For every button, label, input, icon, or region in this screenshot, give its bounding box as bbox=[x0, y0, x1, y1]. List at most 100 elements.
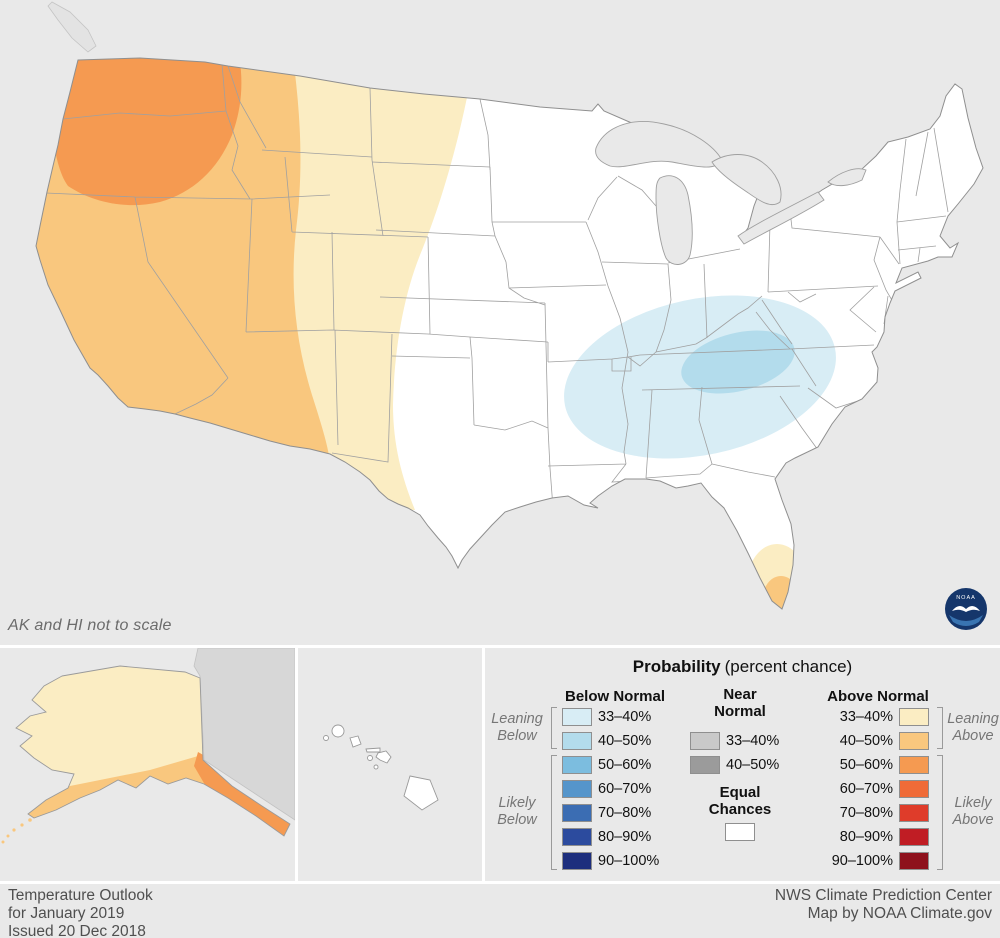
insets-row: Probability (percent chance) Below Normal… bbox=[0, 645, 1000, 881]
swatch-near-33-40 bbox=[690, 731, 720, 750]
range-label: 50–60% bbox=[598, 756, 652, 773]
legend-title: Probability (percent chance) bbox=[485, 657, 1000, 677]
range-label: 40–50% bbox=[598, 732, 652, 749]
aleutian-islands bbox=[1, 818, 32, 844]
lake-erie bbox=[737, 191, 825, 245]
alaska-inset bbox=[0, 647, 296, 881]
range-label: 60–70% bbox=[839, 780, 893, 797]
legend-row-near-33-40: 33–40% bbox=[690, 731, 779, 750]
island-niihau bbox=[323, 735, 329, 741]
great-lakes bbox=[595, 121, 867, 265]
swatch-below-90-100 bbox=[562, 851, 592, 870]
legend-row-below-70-80: 70–80% bbox=[562, 803, 651, 822]
equal-chances-label: Equal Chances bbox=[708, 784, 772, 818]
island-kahoolawe bbox=[373, 764, 379, 770]
footer-credit: NWS Climate Prediction Center Map by NOA… bbox=[775, 887, 992, 923]
hawaii-map bbox=[298, 648, 482, 881]
above-normal-header: Above Normal bbox=[827, 688, 929, 705]
island-hawaii bbox=[403, 775, 439, 811]
state-borders bbox=[45, 63, 949, 509]
vancouver-island bbox=[47, 1, 97, 53]
swatch-above-40-50 bbox=[899, 731, 929, 750]
leaning-below-bracket bbox=[551, 707, 557, 749]
conus-map-area: AK and HI not to scale NOAA bbox=[8, 1, 988, 634]
leaning-above-label: Leaning Above bbox=[947, 711, 999, 744]
region-below-normal-40-50 bbox=[681, 330, 795, 394]
legend-row-above-60-70: 60–70% bbox=[815, 779, 929, 798]
legend-row-below-90-100: 90–100% bbox=[562, 851, 659, 870]
legend-row-above-33-40: 33–40% bbox=[815, 707, 929, 726]
lake-huron bbox=[711, 154, 782, 206]
island-molokai bbox=[365, 747, 381, 753]
swatch-above-33-40 bbox=[899, 707, 929, 726]
hawaii-inset bbox=[298, 648, 482, 881]
swatch-below-80-90 bbox=[562, 827, 592, 846]
swatch-above-80-90 bbox=[899, 827, 929, 846]
likely-above-label: Likely Above bbox=[952, 795, 994, 828]
noaa-logo: NOAA bbox=[944, 587, 988, 631]
alaska-outline bbox=[15, 665, 291, 837]
legend-row-near-40-50: 40–50% bbox=[690, 755, 779, 774]
noaa-logo-text: NOAA bbox=[956, 595, 976, 601]
range-label: 40–50% bbox=[839, 732, 893, 749]
range-label: 33–40% bbox=[839, 708, 893, 725]
legend-row-above-40-50: 40–50% bbox=[815, 731, 929, 750]
footer-title: Temperature Outlook for January 2019 Iss… bbox=[8, 887, 153, 938]
likely-above-bracket bbox=[937, 755, 943, 870]
swatch-below-40-50 bbox=[562, 731, 592, 750]
swatch-above-60-70 bbox=[899, 779, 929, 798]
noaa-logo-icon: NOAA bbox=[945, 588, 987, 630]
island-lanai bbox=[367, 755, 373, 761]
range-label: 40–50% bbox=[726, 756, 780, 773]
range-label: 70–80% bbox=[598, 804, 652, 821]
range-label: 80–90% bbox=[839, 828, 893, 845]
near-normal-header: Near Normal bbox=[714, 686, 766, 720]
range-label: 80–90% bbox=[598, 828, 652, 845]
legend-row-above-70-80: 70–80% bbox=[815, 803, 929, 822]
footer-credit-line1: NWS Climate Prediction Center bbox=[774, 887, 992, 904]
footer-credit-line2: Map by NOAA Climate.gov bbox=[807, 905, 992, 922]
likely-below-bracket bbox=[551, 755, 557, 870]
lake-ontario bbox=[827, 168, 867, 187]
range-label: 90–100% bbox=[831, 852, 893, 869]
range-label: 70–80% bbox=[839, 804, 893, 821]
scale-note: AK and HI not to scale bbox=[8, 617, 172, 634]
footer-issued-line: Issued 20 Dec 2018 bbox=[8, 923, 146, 938]
conus-map bbox=[35, 1, 984, 610]
range-label: 33–40% bbox=[726, 732, 780, 749]
likely-below-label: Likely Below bbox=[497, 795, 537, 828]
legend-row-below-60-70: 60–70% bbox=[562, 779, 651, 798]
legend-row-below-80-90: 80–90% bbox=[562, 827, 651, 846]
leaning-above-bracket bbox=[937, 707, 943, 749]
swatch-equal-chances bbox=[725, 823, 755, 841]
lake-michigan bbox=[655, 175, 693, 265]
hawaii-background bbox=[298, 648, 482, 881]
swatch-above-70-80 bbox=[899, 803, 929, 822]
probability-legend: Probability (percent chance) Below Normal… bbox=[485, 648, 1000, 881]
range-label: 50–60% bbox=[839, 756, 893, 773]
range-label: 60–70% bbox=[598, 780, 652, 797]
swatch-below-60-70 bbox=[562, 779, 592, 798]
island-kauai bbox=[331, 724, 345, 738]
legend-title-word: Probability bbox=[632, 657, 721, 676]
lake-superior bbox=[595, 121, 723, 168]
range-label: 90–100% bbox=[598, 852, 660, 869]
legend-row-above-90-100: 90–100% bbox=[815, 851, 929, 870]
legend-title-suffix: (percent chance) bbox=[724, 657, 853, 676]
swatch-below-70-80 bbox=[562, 803, 592, 822]
alaska-map bbox=[0, 647, 296, 881]
footer-title-line1: Temperature Outlook bbox=[8, 887, 153, 904]
swatch-below-33-40 bbox=[562, 707, 592, 726]
island-maui bbox=[375, 750, 392, 764]
legend-row-above-50-60: 50–60% bbox=[815, 755, 929, 774]
swatch-below-50-60 bbox=[562, 755, 592, 774]
legend-row-below-33-40: 33–40% bbox=[562, 707, 651, 726]
legend-row-above-80-90: 80–90% bbox=[815, 827, 929, 846]
footer: Temperature Outlook for January 2019 Iss… bbox=[0, 881, 1000, 938]
range-label: 33–40% bbox=[598, 708, 652, 725]
legend-row-below-50-60: 50–60% bbox=[562, 755, 651, 774]
swatch-above-50-60 bbox=[899, 755, 929, 774]
swatch-near-40-50 bbox=[690, 755, 720, 774]
below-normal-header: Below Normal bbox=[564, 688, 666, 705]
